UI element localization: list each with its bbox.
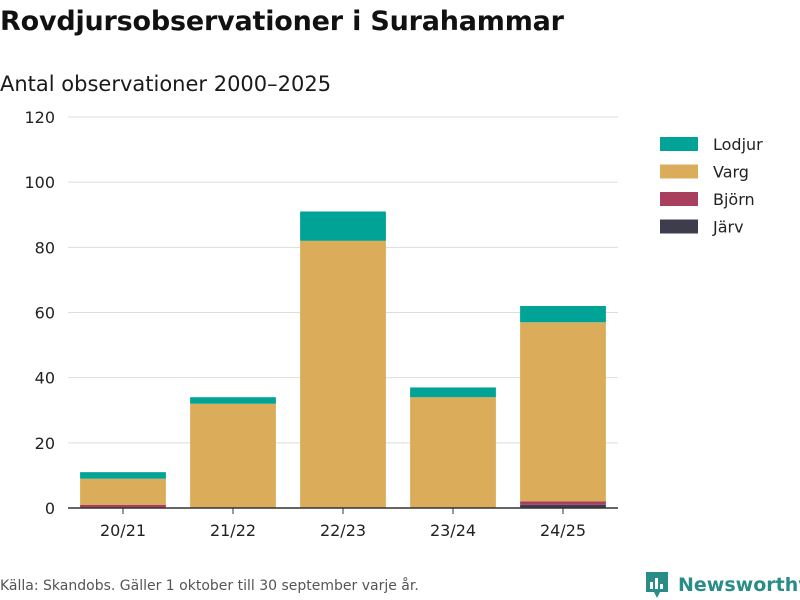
chart-subtitle: Antal observationer 2000–2025	[0, 72, 332, 96]
bar-segment-varg	[300, 240, 386, 509]
brand-name: Newsworthy	[678, 574, 800, 596]
bar-segment-varg	[190, 403, 276, 508]
bar-segment-lodjur	[520, 305, 606, 323]
y-tick-label: 0	[45, 499, 55, 518]
y-tick-label: 40	[35, 369, 55, 388]
y-tick-label: 20	[35, 434, 55, 453]
y-tick-label: 60	[35, 304, 55, 323]
y-tick-label: 80	[35, 238, 55, 257]
bar-segment-lodjur	[300, 211, 386, 241]
x-tick-label: 22/23	[320, 521, 366, 540]
bar-segment-lodjur	[80, 472, 166, 479]
x-tick-label: 23/24	[430, 521, 476, 540]
bars	[80, 211, 606, 509]
legend-label: Lodjur	[713, 135, 763, 154]
x-tick-label: 21/22	[210, 521, 256, 540]
legend-swatch	[660, 137, 698, 151]
stacked-bar-chart: 0 20 40 60 80 100 120 20/21 21/22 22/23 23/24 24/2…	[24, 108, 763, 540]
bar-segment-varg	[520, 322, 606, 502]
bar-segment-björn	[80, 504, 166, 508]
bar-segment-björn	[520, 501, 606, 505]
legend-label: Varg	[713, 163, 749, 182]
y-tick-label: 120	[24, 108, 55, 127]
x-tick-label: 20/21	[100, 521, 146, 540]
y-axis: 0 20 40 60 80 100 120	[24, 108, 55, 518]
legend-swatch	[660, 192, 698, 206]
y-tick-label: 100	[24, 173, 55, 192]
bar-segment-järv	[520, 504, 606, 508]
bar-segment-lodjur	[410, 387, 496, 398]
bar-segment-varg	[80, 478, 166, 505]
legend-label: Björn	[713, 190, 755, 209]
chart-title: Rovdjursobservationer i Surahammar	[0, 6, 564, 37]
bar-segment-lodjur	[190, 397, 276, 404]
x-axis: 20/21 21/22 22/23 23/24 24/25	[100, 508, 586, 540]
legend-swatch	[660, 219, 698, 234]
legend: Lodjur Varg Björn Järv	[660, 135, 763, 237]
x-tick-label: 24/25	[540, 521, 586, 540]
newsworthy-logo-icon	[646, 572, 668, 598]
bar-segment-varg	[410, 397, 496, 508]
legend-swatch	[660, 164, 698, 179]
legend-label: Järv	[712, 218, 744, 237]
brand-logo: Newsworthy	[644, 570, 800, 600]
source-note: Källa: Skandobs. Gäller 1 oktober till 3…	[0, 578, 419, 594]
